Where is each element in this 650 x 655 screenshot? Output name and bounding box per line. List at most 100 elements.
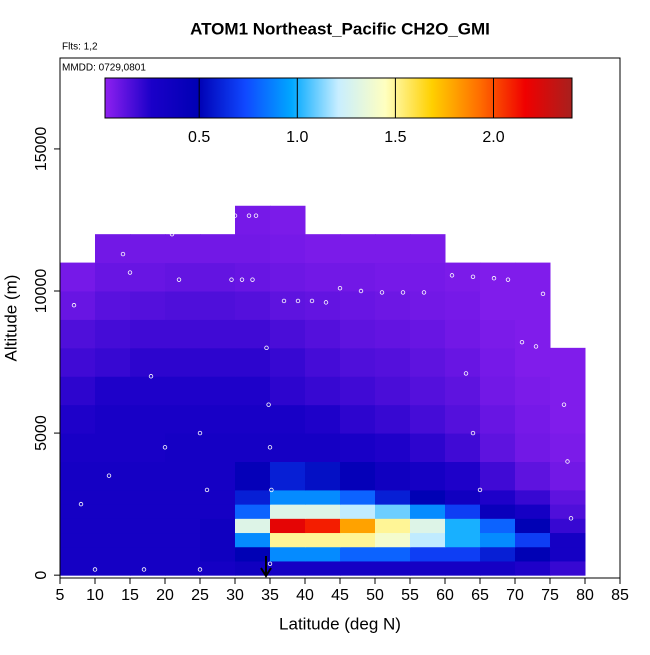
heat-cell xyxy=(305,404,341,434)
heat-cell xyxy=(95,560,131,576)
track-point xyxy=(267,561,273,566)
heat-cell xyxy=(340,560,376,576)
y-axis-label: Altitude (m) xyxy=(1,275,20,362)
heat-cell xyxy=(515,518,551,534)
heat-cell xyxy=(340,433,376,462)
heat-cell xyxy=(550,404,586,434)
x-tick-label: 35 xyxy=(261,587,279,604)
heat-cell xyxy=(480,546,516,562)
heat-cell xyxy=(550,560,586,576)
heat-cell xyxy=(410,546,446,562)
track-point xyxy=(176,277,182,282)
heat-cell xyxy=(445,489,481,505)
heat-cell xyxy=(305,319,341,349)
heat-cell xyxy=(305,546,341,562)
track-point xyxy=(218,213,224,218)
heat-cell xyxy=(515,433,551,462)
heat-cell xyxy=(130,504,166,519)
heat-cell xyxy=(270,319,306,349)
heat-cell xyxy=(340,347,376,377)
heat-cell xyxy=(445,546,481,562)
colorbar-tick-label: 0.5 xyxy=(188,129,210,146)
heat-cell xyxy=(480,532,516,548)
heat-cell xyxy=(200,347,236,377)
track-point xyxy=(71,303,77,308)
heat-cell xyxy=(550,532,586,548)
heat-cell xyxy=(60,347,96,377)
track-point xyxy=(92,567,98,572)
heat-cell xyxy=(340,262,376,292)
heat-cell xyxy=(200,532,236,548)
heat-cell xyxy=(95,532,131,548)
track-point xyxy=(379,290,385,295)
heat-cell xyxy=(305,461,341,491)
heat-cell xyxy=(410,234,446,264)
track-point xyxy=(253,213,259,218)
heat-cell xyxy=(515,262,551,292)
heat-cell xyxy=(235,262,271,292)
heat-cell xyxy=(165,404,201,434)
heat-cell xyxy=(60,461,96,491)
heat-cell xyxy=(270,433,306,462)
heat-cell xyxy=(165,376,201,406)
heat-cell xyxy=(515,504,551,519)
colorbar-tick-label: 1.5 xyxy=(384,129,406,146)
heat-cell xyxy=(165,532,201,548)
heat-cell xyxy=(445,433,481,462)
heat-cell xyxy=(60,546,96,562)
heat-cell xyxy=(235,504,271,519)
heat-cell xyxy=(305,433,341,462)
x-tick-label: 60 xyxy=(436,587,454,604)
heat-cell xyxy=(165,433,201,462)
heat-cell xyxy=(235,376,271,406)
heat-cell xyxy=(445,560,481,576)
heat-cell xyxy=(305,504,341,519)
track-point xyxy=(491,276,497,281)
x-tick-label: 5 xyxy=(56,587,65,604)
heat-cell xyxy=(165,319,201,349)
heat-cell xyxy=(550,376,586,406)
heat-cell xyxy=(410,404,446,434)
heat-cell xyxy=(515,546,551,562)
heat-cell xyxy=(235,319,271,349)
heat-cell xyxy=(130,532,166,548)
heat-cell xyxy=(130,546,166,562)
heat-cell xyxy=(375,560,411,576)
x-tick-label: 15 xyxy=(121,587,139,604)
heat-cell xyxy=(480,461,516,491)
heat-cell xyxy=(130,319,166,349)
track-point xyxy=(127,270,133,275)
heat-cell xyxy=(410,489,446,505)
heat-cell xyxy=(375,262,411,292)
heat-cell xyxy=(130,489,166,505)
heat-cell xyxy=(375,234,411,264)
heat-cell xyxy=(60,433,96,462)
heat-cell xyxy=(95,433,131,462)
heat-cell xyxy=(270,205,306,235)
x-axis-label: Latitude (deg N) xyxy=(279,614,401,633)
heat-cell xyxy=(375,532,411,548)
heat-cell xyxy=(340,489,376,505)
heat-cell xyxy=(200,560,236,576)
heat-cell xyxy=(340,518,376,534)
heat-cell xyxy=(515,291,551,320)
track-point xyxy=(211,213,217,218)
heat-cell xyxy=(410,376,446,406)
heat-cell xyxy=(305,532,341,548)
heat-cell xyxy=(375,347,411,377)
heat-cell xyxy=(200,404,236,434)
heat-cell xyxy=(340,291,376,320)
heat-cell xyxy=(95,347,131,377)
heat-cell xyxy=(515,404,551,434)
heat-cell xyxy=(480,319,516,349)
heat-cell xyxy=(515,376,551,406)
track-point xyxy=(78,251,84,257)
heat-cell xyxy=(515,560,551,576)
heat-cell xyxy=(550,433,586,462)
heat-cell xyxy=(305,489,341,505)
heat-cell xyxy=(165,347,201,377)
heat-cell xyxy=(235,347,271,377)
heat-cell xyxy=(235,234,271,264)
heat-cell xyxy=(235,291,271,320)
